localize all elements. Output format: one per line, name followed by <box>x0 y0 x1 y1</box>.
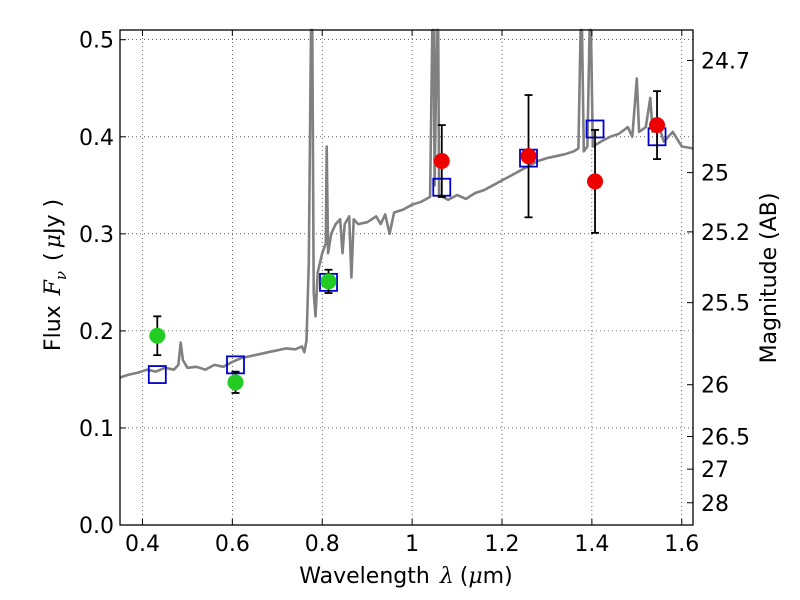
x-tick-label: 0.4 <box>125 532 160 557</box>
x-tick-label: 0.8 <box>305 532 340 557</box>
observed_optical-point <box>227 374 244 391</box>
y2-axis-label: Magnitude (AB) <box>757 193 782 364</box>
observed_optical-point <box>320 273 337 290</box>
x-tick-label: 1.4 <box>574 532 609 557</box>
y2-tick-label: 26 <box>701 374 729 399</box>
plot-frame <box>119 29 694 526</box>
grid-lines <box>120 30 693 526</box>
y2-tick-label: 26.5 <box>701 425 750 450</box>
y2-tick-label: 24.7 <box>701 49 750 74</box>
x-axis-label: Wavelength λ (μm) <box>299 564 512 589</box>
y2-tick-label: 25 <box>701 162 729 187</box>
observed_nir-point <box>649 117 666 134</box>
y-tick-label: 0.5 <box>79 29 114 54</box>
model-photometry-square <box>147 365 167 384</box>
y2-tick-label: 28 <box>701 492 729 517</box>
x-tick-label: 1 <box>405 532 419 557</box>
y-axis-ticks: 0.0 0.1 0.2 0.3 0.4 0.5 <box>79 29 126 539</box>
error-bars <box>153 90 662 394</box>
y2-tick-label: 25.5 <box>701 292 750 317</box>
y-tick-label: 0.1 <box>79 417 114 442</box>
observed_optical-point <box>149 327 166 344</box>
observed_nir-point <box>587 173 604 190</box>
observed_nir-point <box>433 153 450 170</box>
y2-tick-label: 25.2 <box>701 221 750 246</box>
spectrum-line <box>119 28 694 379</box>
observed-points <box>149 117 666 391</box>
y-tick-label: 0.0 <box>79 514 114 539</box>
x-tick-label: 0.6 <box>215 532 250 557</box>
y2-axis-ticks: 24.7 25 25.2 25.5 26 26.5 27 28 <box>687 49 750 517</box>
y-tick-label: 0.3 <box>79 223 114 248</box>
x-tick-label: 1.6 <box>664 532 699 557</box>
y2-tick-label: 27 <box>701 458 729 483</box>
model-spectrum-line <box>119 28 694 379</box>
observed_nir-point <box>520 148 537 165</box>
y-axis-label: FluxFν(μJy ) <box>41 199 70 351</box>
model-photometry-markers <box>147 119 667 384</box>
y-tick-label: 0.4 <box>79 126 114 151</box>
x-axis-ticks: 0.4 0.6 0.8 1 1.2 1.4 1.6 <box>125 30 699 557</box>
y-tick-label: 0.2 <box>79 320 114 345</box>
x-tick-label: 1.2 <box>485 532 520 557</box>
